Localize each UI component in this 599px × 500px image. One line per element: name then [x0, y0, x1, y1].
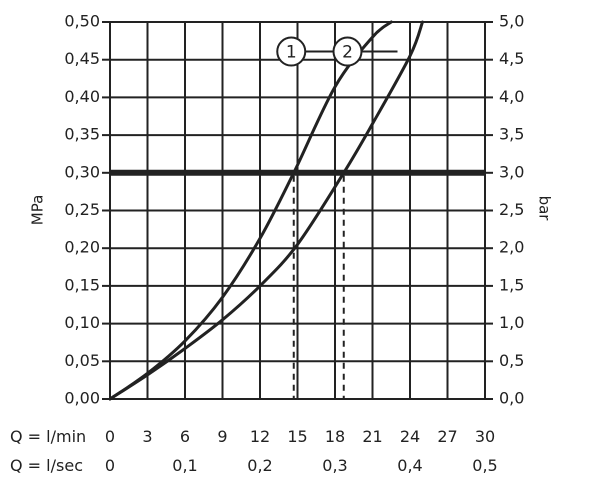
x-lmin-tick-label: 24 — [400, 427, 420, 446]
x-lmin-tick-label: 18 — [325, 427, 345, 446]
x-lsec-tick-label: 0,2 — [247, 456, 272, 475]
x-lmin-tick-label: 21 — [362, 427, 382, 446]
y-left-tick-label: 0,25 — [64, 200, 100, 219]
callout-circle-2 — [332, 36, 363, 67]
y-left-tick-label: 0,05 — [64, 351, 100, 370]
callout-circle-1 — [276, 36, 307, 67]
y-right-tick-label: 5,0 — [499, 12, 524, 31]
x-lmin-tick-label: 3 — [142, 427, 152, 446]
legend-label-2: 2 — [342, 43, 353, 63]
y-left-tick-label: 0,10 — [64, 313, 100, 332]
x-lmin-tick-label: 6 — [180, 427, 190, 446]
y-left-tick-label: 0,20 — [64, 238, 100, 257]
x-lsec-tick-label: 0,5 — [472, 456, 497, 475]
x-ticks-lmin: 0 3 6 9 12 15 18 21 24 27 30 — [105, 427, 495, 446]
y-right-tick-label: 3,5 — [499, 125, 524, 144]
y-right-tick-label: 3,0 — [499, 162, 524, 181]
y-right-tick-label: 2,0 — [499, 238, 524, 257]
x-lmin-tick-label: 12 — [250, 427, 270, 446]
y-right-tick-label: 0,0 — [499, 389, 524, 408]
y-left-tick-label: 0,30 — [64, 162, 100, 181]
y-left-tick-label: 0,00 — [64, 389, 100, 408]
y-left-tick-label: 0,45 — [64, 49, 100, 68]
y-left-axis-title: MPa — [29, 195, 47, 226]
y-left-tick-label: 0,15 — [64, 275, 100, 294]
x-ticks-lsec: 0 0,1 0,2 0,3 0,4 0,5 — [105, 456, 498, 475]
y-right-ticks: 0,0 0,5 1,0 1,5 2,0 2,5 3,0 3,5 4,0 4,5 5,0 — [485, 12, 524, 408]
x-lmin-tick-label: 27 — [437, 427, 457, 446]
x-row-lmin-label: Q = l/min — [10, 427, 86, 446]
y-right-tick-label: 1,5 — [499, 275, 524, 294]
legend-label-1: 1 — [286, 43, 297, 63]
x-lsec-tick-label: 0,3 — [322, 456, 347, 475]
x-lmin-tick-label: 15 — [287, 427, 307, 446]
y-right-tick-label: 1,0 — [499, 313, 524, 332]
y-right-tick-label: 0,5 — [499, 351, 524, 370]
x-lsec-tick-label: 0,4 — [397, 456, 422, 475]
series-line-2 — [108, 20, 424, 401]
x-lsec-tick-label: 0,1 — [172, 456, 197, 475]
x-lmin-tick-label: 9 — [217, 427, 227, 446]
y-left-tick-label: 0,35 — [64, 125, 100, 144]
y-left-tick-label: 0,40 — [64, 87, 100, 106]
dashed-markers — [292, 175, 345, 399]
y-left-ticks: 0,00 0,05 0,10 0,15 0,20 0,25 0,30 0,35 0,40 0,45… — [64, 12, 110, 408]
y-left-tick-label: 0,50 — [64, 12, 100, 31]
x-lsec-tick-label: 0 — [105, 456, 115, 475]
y-right-axis-title: bar — [536, 196, 554, 222]
x-lmin-tick-label: 30 — [475, 427, 495, 446]
y-right-tick-label: 2,5 — [499, 200, 524, 219]
y-right-tick-label: 4,0 — [499, 87, 524, 106]
grid — [109, 21, 486, 400]
x-row-lsec-label: Q = l/sec — [10, 456, 83, 475]
x-lmin-tick-label: 0 — [105, 427, 115, 446]
y-right-tick-label: 4,5 — [499, 49, 524, 68]
